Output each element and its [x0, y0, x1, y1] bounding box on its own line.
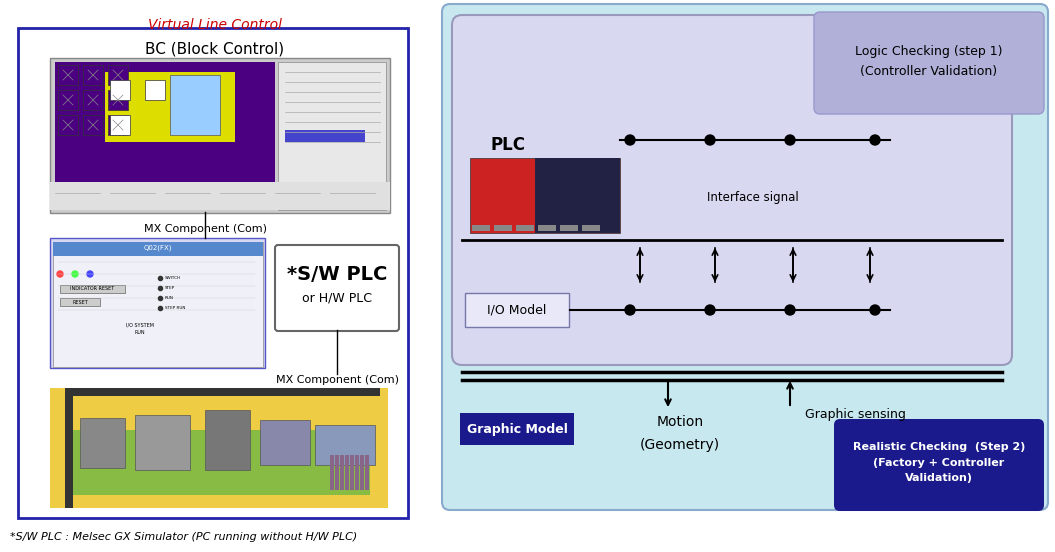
Text: I/O SYSTEM: I/O SYSTEM	[126, 322, 154, 327]
Text: PLC: PLC	[490, 136, 525, 154]
Bar	[535, 158, 620, 233]
Circle shape	[57, 271, 63, 277]
Text: Realistic Checking  (Step 2): Realistic Checking (Step 2)	[852, 442, 1025, 452]
Bar	[340, 455, 344, 490]
Text: *S/W PLC : Melsec GX Simulator (PC running without H/W PLC): *S/W PLC : Melsec GX Simulator (PC runni…	[9, 532, 358, 542]
Bar	[279, 62, 386, 210]
Bar	[365, 455, 369, 490]
FancyBboxPatch shape	[835, 419, 1044, 511]
Bar	[83, 115, 103, 135]
Text: (Controller Validation): (Controller Validation)	[861, 66, 998, 78]
Bar	[205, 410, 250, 470]
Bar	[350, 455, 354, 490]
Text: I/O Model: I/O Model	[487, 304, 546, 316]
Circle shape	[870, 135, 880, 145]
Text: Q02(FX): Q02(FX)	[143, 245, 172, 251]
Circle shape	[87, 271, 93, 277]
FancyBboxPatch shape	[814, 12, 1044, 114]
Text: RESET: RESET	[72, 300, 88, 305]
Bar	[58, 115, 78, 135]
Bar	[60, 298, 100, 306]
Circle shape	[785, 135, 795, 145]
Bar	[55, 62, 275, 182]
Text: BC (Block Control): BC (Block Control)	[146, 42, 285, 57]
Circle shape	[625, 135, 635, 145]
FancyBboxPatch shape	[18, 28, 408, 518]
Bar	[135, 415, 190, 470]
Text: RUN: RUN	[135, 330, 146, 335]
Text: MX Component (Com): MX Component (Com)	[275, 375, 399, 385]
Text: Validation): Validation)	[905, 473, 973, 483]
Bar	[145, 80, 165, 100]
Text: Motion: Motion	[656, 415, 704, 429]
Bar	[516, 225, 534, 231]
Text: Interface signal: Interface signal	[707, 192, 799, 204]
Bar	[50, 388, 388, 508]
Bar	[110, 80, 130, 100]
Bar	[110, 115, 130, 135]
Text: (Geometry): (Geometry)	[640, 438, 721, 452]
Circle shape	[870, 305, 880, 315]
Text: RUN: RUN	[165, 296, 174, 300]
Bar	[345, 455, 349, 490]
Bar	[58, 65, 78, 85]
Bar	[53, 242, 263, 256]
FancyBboxPatch shape	[442, 4, 1048, 510]
Circle shape	[625, 305, 635, 315]
Text: STEP RUN: STEP RUN	[165, 306, 186, 310]
Text: (Factory + Controller: (Factory + Controller	[874, 458, 1004, 468]
Bar	[83, 65, 103, 85]
Circle shape	[705, 135, 715, 145]
Bar	[354, 455, 359, 490]
FancyBboxPatch shape	[460, 413, 574, 445]
Text: MX Component (Com): MX Component (Com)	[143, 224, 267, 234]
Bar	[472, 225, 490, 231]
Text: SWITCH: SWITCH	[165, 276, 181, 280]
Bar	[50, 58, 390, 213]
Text: STEP: STEP	[165, 286, 175, 290]
Bar	[50, 182, 390, 210]
Text: or H/W PLC: or H/W PLC	[302, 291, 372, 305]
Bar	[53, 242, 263, 367]
Bar	[106, 72, 235, 142]
Bar	[170, 75, 220, 135]
Text: Virtual Line Control: Virtual Line Control	[148, 18, 282, 32]
Bar	[360, 455, 364, 490]
Bar	[285, 130, 365, 142]
Bar	[108, 115, 128, 135]
Bar	[538, 225, 556, 231]
Bar	[330, 455, 334, 490]
Circle shape	[705, 305, 715, 315]
Bar	[560, 225, 578, 231]
Circle shape	[72, 271, 78, 277]
Bar	[315, 425, 375, 465]
Text: Graphic Model: Graphic Model	[466, 422, 568, 436]
Bar	[108, 90, 128, 110]
FancyBboxPatch shape	[275, 245, 399, 331]
Text: Logic Checking (step 1): Logic Checking (step 1)	[856, 45, 1002, 59]
Bar	[70, 430, 370, 495]
Text: Graphic sensing: Graphic sensing	[805, 408, 906, 421]
Bar	[469, 158, 620, 233]
Bar	[335, 455, 339, 490]
Bar	[582, 225, 600, 231]
Circle shape	[785, 305, 795, 315]
Bar	[260, 420, 310, 465]
Bar	[83, 90, 103, 110]
Bar	[65, 388, 73, 508]
Text: *S/W PLC: *S/W PLC	[287, 264, 387, 284]
Bar	[58, 90, 78, 110]
Text: INDICATOR RESET: INDICATOR RESET	[70, 286, 114, 291]
Bar	[80, 418, 124, 468]
Bar	[60, 285, 124, 293]
Bar	[108, 65, 128, 85]
FancyBboxPatch shape	[465, 293, 569, 327]
Bar	[50, 238, 265, 368]
Bar	[494, 225, 512, 231]
Bar	[65, 388, 380, 396]
FancyBboxPatch shape	[452, 15, 1012, 365]
